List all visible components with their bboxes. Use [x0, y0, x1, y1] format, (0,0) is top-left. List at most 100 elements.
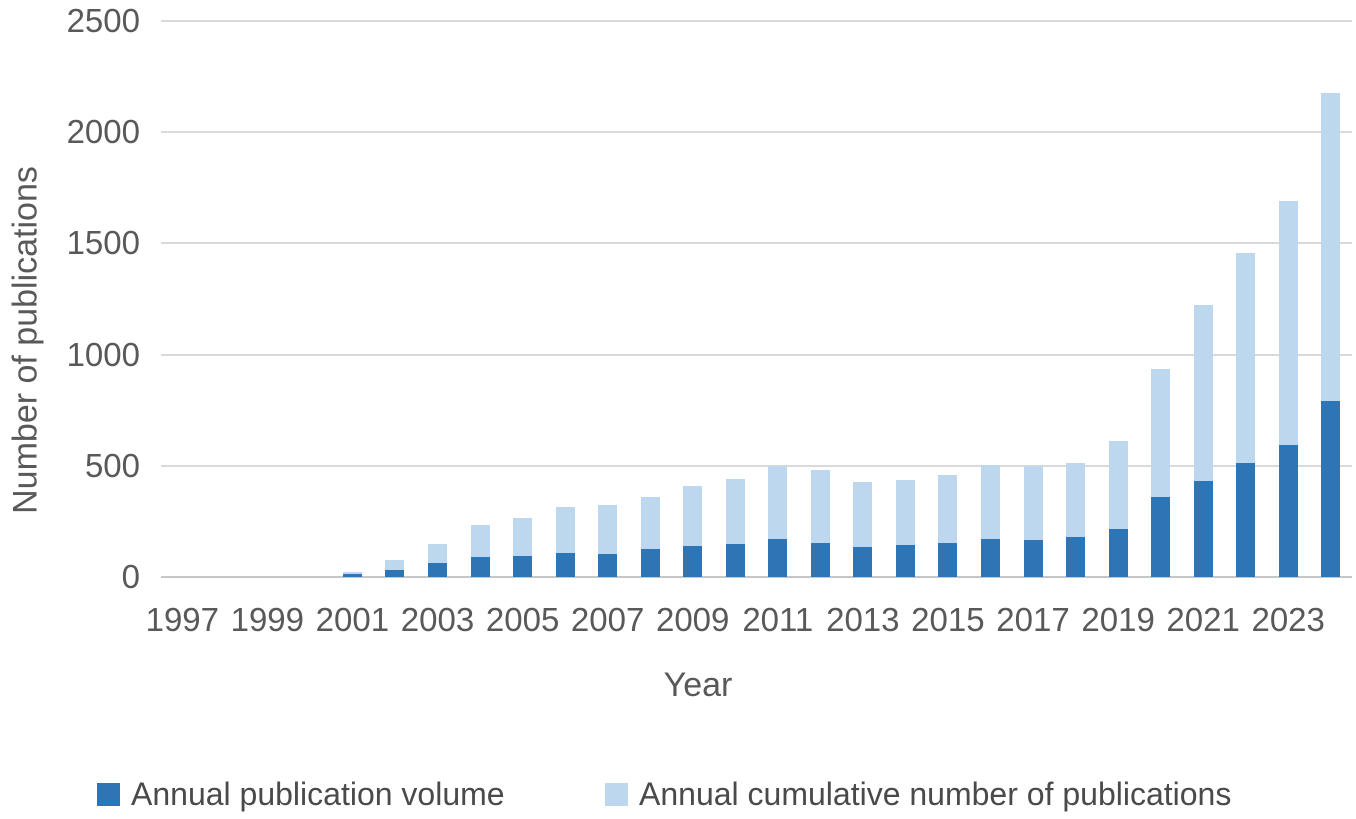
- gridline-1000: [161, 353, 1352, 356]
- bar-annual-segment-2022: [1236, 462, 1256, 577]
- y-tick-label-1500: 1500: [66, 224, 140, 262]
- legend-item-annual-volume: Annual publication volume: [97, 774, 505, 814]
- legend-label-cumulative: Annual cumulative number of publications: [639, 775, 1232, 812]
- bar-group-2001: [342, 572, 362, 577]
- bar-annual-segment-2018: [1066, 537, 1085, 577]
- x-tick-label-2013: 2013: [826, 601, 900, 638]
- bar-cumulative-segment-2020: [1151, 369, 1171, 498]
- bar-group-2013: [853, 481, 873, 577]
- bar-annual-segment-2019: [1108, 528, 1128, 577]
- x-tick-label-2023: 2023: [1251, 601, 1325, 638]
- bar-group-2015: [938, 474, 958, 577]
- x-tick-label-2017: 2017: [996, 601, 1070, 638]
- legend-label-annual-volume: Annual publication volume: [131, 775, 505, 812]
- bar-annual-segment-2011: [768, 539, 788, 577]
- bar-annual-segment-2021: [1193, 481, 1213, 577]
- bar-group-2023: [1278, 201, 1298, 577]
- gridline-500: [161, 464, 1352, 467]
- bar-cumulative-segment-2014: [895, 480, 915, 545]
- bar-annual-segment-2006: [555, 552, 575, 577]
- bar-cumulative-segment-2003: [428, 543, 447, 563]
- bar-cumulative-segment-2023: [1278, 201, 1298, 446]
- bar-annual-segment-2010: [725, 543, 745, 577]
- bar-annual-segment-2015: [938, 542, 958, 577]
- y-tick-label-2500: 2500: [66, 2, 140, 39]
- bar-annual-segment-2007: [598, 553, 618, 577]
- bar-annual-segment-2005: [513, 555, 533, 577]
- bar-cumulative-segment-2015: [938, 474, 958, 543]
- bar-cumulative-segment-2011: [768, 465, 788, 540]
- bar-cumulative-segment-2006: [555, 506, 575, 553]
- bar-annual-segment-2009: [683, 545, 703, 577]
- bar-group-2021: [1193, 304, 1213, 577]
- bar-cumulative-segment-2005: [513, 518, 533, 556]
- bar-cumulative-segment-2010: [725, 479, 745, 544]
- bar-group-2012: [810, 469, 830, 577]
- bar-annual-segment-2016: [980, 538, 1000, 577]
- x-tick-label-2021: 2021: [1166, 601, 1240, 638]
- bar-cumulative-segment-2021: [1193, 304, 1213, 482]
- gridline-2500: [161, 20, 1352, 22]
- x-tick-label-2009: 2009: [655, 601, 730, 638]
- bar-group-2019: [1108, 441, 1128, 577]
- legend-swatch-annual-volume: [97, 782, 120, 806]
- bar-cumulative-segment-2019: [1108, 441, 1128, 529]
- y-tick-label-0: 0: [121, 558, 140, 595]
- bar-group-2003: [428, 543, 447, 577]
- bar-group-2014: [895, 480, 915, 577]
- bar-group-2011: [768, 465, 788, 577]
- x-axis-title: Year: [663, 666, 733, 704]
- bar-cumulative-segment-2007: [598, 504, 618, 554]
- bar-cumulative-segment-2012: [810, 469, 830, 543]
- bar-annual-segment-2002: [385, 570, 405, 577]
- legend-item-cumulative: Annual cumulative number of publications: [605, 774, 1231, 814]
- bar-annual-segment-2024: [1321, 401, 1341, 577]
- bar-group-2010: [725, 479, 745, 577]
- bar-group-2005: [513, 518, 533, 577]
- bar-cumulative-segment-2004: [470, 524, 490, 557]
- x-tick-label-2015: 2015: [911, 601, 985, 638]
- bar-group-2017: [1023, 466, 1043, 577]
- bar-cumulative-segment-2002: [385, 560, 405, 571]
- x-tick-label-2011: 2011: [742, 601, 814, 638]
- x-tick-label-2007: 2007: [570, 601, 645, 638]
- bar-annual-segment-2012: [810, 542, 830, 577]
- bar-cumulative-segment-2001: [342, 572, 362, 574]
- bar-annual-segment-2013: [853, 547, 873, 577]
- y-tick-label-1000: 1000: [66, 335, 140, 373]
- legend-swatch-cumulative: [605, 782, 628, 806]
- bar-annual-segment-2004: [470, 557, 490, 577]
- bar-group-2020: [1151, 369, 1171, 577]
- bar-annual-segment-2023: [1278, 445, 1298, 577]
- x-tick-label-1997: 1997: [145, 601, 220, 638]
- bar-cumulative-segment-2009: [683, 485, 703, 546]
- x-tick-label-2001: 2001: [315, 601, 390, 638]
- gridline-1500: [161, 242, 1352, 245]
- bar-cumulative-segment-2017: [1023, 466, 1043, 541]
- bar-group-2004: [470, 524, 490, 577]
- bar-cumulative-segment-2016: [980, 465, 1000, 539]
- bar-cumulative-segment-2022: [1236, 253, 1256, 463]
- x-tick-label-2005: 2005: [485, 601, 560, 638]
- x-axis-line: [161, 576, 1352, 578]
- x-tick-label-2019: 2019: [1081, 601, 1155, 638]
- bar-group-2024: [1321, 93, 1341, 577]
- bar-group-2002: [385, 560, 405, 577]
- y-tick-label-500: 500: [84, 446, 140, 484]
- y-tick-label-2000: 2000: [66, 113, 140, 151]
- bar-annual-segment-2001: [342, 573, 362, 577]
- x-tick-label-2003: 2003: [400, 601, 475, 638]
- bar-cumulative-segment-2018: [1066, 463, 1085, 537]
- bar-group-2006: [555, 506, 575, 577]
- bar-annual-segment-2008: [640, 549, 660, 577]
- bar-cumulative-segment-2013: [853, 481, 873, 547]
- bar-cumulative-segment-2008: [640, 496, 660, 550]
- bars-layer: [161, 21, 1352, 577]
- bar-annual-segment-2014: [895, 544, 915, 577]
- bar-annual-segment-2017: [1023, 540, 1043, 577]
- bar-group-2016: [980, 465, 1000, 577]
- bar-group-2022: [1236, 253, 1256, 577]
- bar-group-2009: [683, 485, 703, 577]
- bar-annual-segment-2003: [428, 562, 447, 577]
